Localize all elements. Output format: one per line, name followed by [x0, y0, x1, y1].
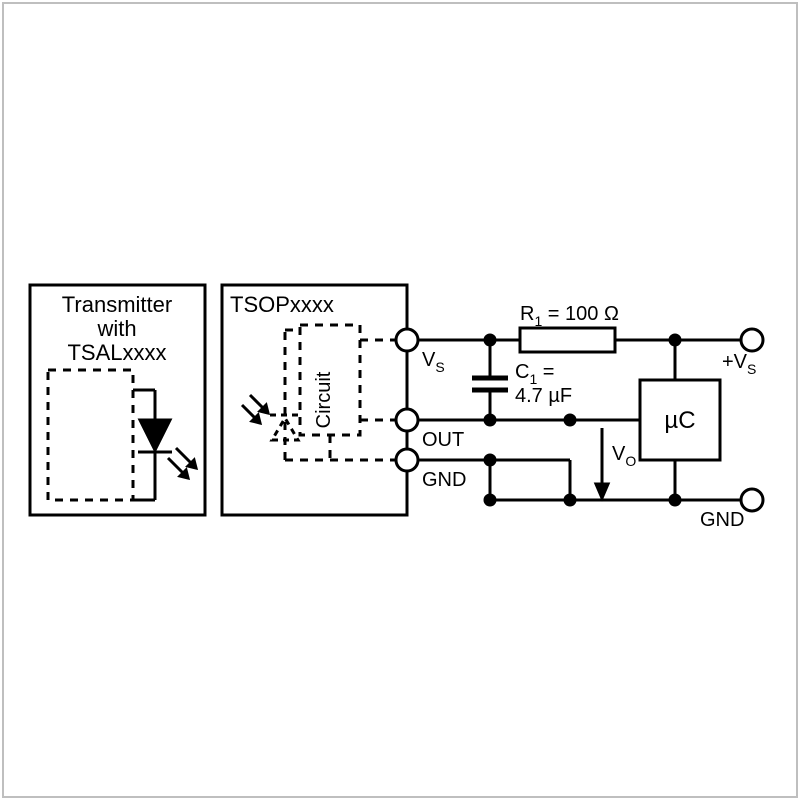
tx-title-3: TSALxxxx: [67, 340, 166, 365]
vs-plus-label: +VS: [722, 351, 756, 377]
rx-title: TSOPxxxx: [230, 292, 334, 317]
tx-title-1: Transmitter: [62, 292, 172, 317]
circuit-diagram: Transmitter with TSALxxxx TSOPxxxx Circu: [0, 0, 800, 800]
vs-pin: [396, 329, 418, 351]
tx-dashed-box: [48, 370, 133, 500]
uc-label: µC: [664, 407, 695, 434]
transmitter-box: Transmitter with TSALxxxx: [30, 285, 205, 515]
c1-label-2: 4.7 µF: [515, 385, 572, 407]
gnd-label-rx: GND: [422, 469, 466, 491]
gnd-pin: [396, 449, 418, 471]
rx-photodiode: [242, 395, 300, 440]
c1-label-1: C1 =: [515, 361, 555, 387]
gnd-terminal: [741, 489, 763, 511]
tx-title-2: with: [96, 316, 136, 341]
vs-terminal: [741, 329, 763, 351]
receiver-box: TSOPxxxx Circuit: [222, 285, 466, 515]
tx-led: [133, 390, 196, 500]
r1-label: R1 = 100 Ω: [520, 303, 619, 329]
gnd-right-label: GND: [700, 509, 744, 531]
vs-label: VS: [422, 349, 445, 375]
vo-label: VO: [612, 443, 636, 469]
out-label: OUT: [422, 429, 464, 451]
rx-circuit-label: Circuit: [313, 371, 335, 428]
external-circuit: [418, 328, 763, 511]
out-pin: [396, 409, 418, 431]
